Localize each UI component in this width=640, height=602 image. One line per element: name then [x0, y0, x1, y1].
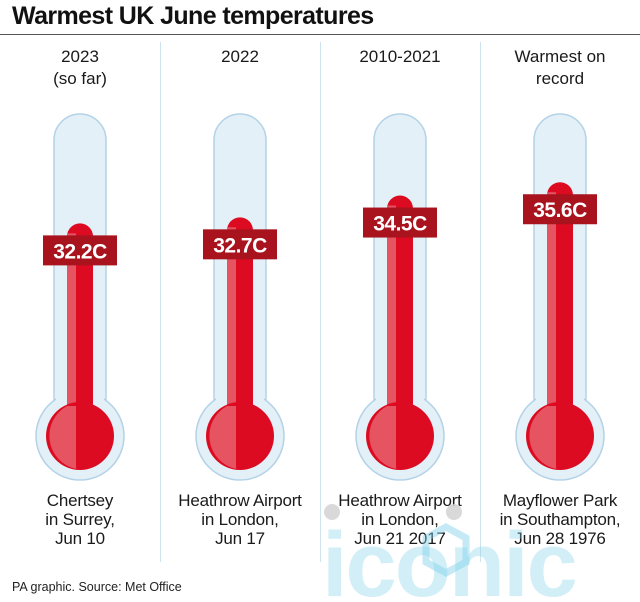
thermometer: 32.7C — [195, 113, 285, 481]
mercury-bulb-highlight — [529, 406, 556, 469]
page-title: Warmest UK June temperatures — [12, 2, 374, 30]
watermark: iconic — [322, 504, 578, 602]
watermark-dot — [446, 504, 462, 520]
value-label: 35.6C — [533, 199, 587, 222]
value-label-bg — [203, 229, 277, 260]
thermometer: 35.6C — [515, 113, 605, 481]
watermark-dot — [324, 504, 340, 520]
mercury-highlight — [67, 233, 76, 436]
location-label: Mayflower Park in Southampton, Jun 28 19… — [499, 491, 621, 548]
source-note: PA graphic. Source: Met Office — [12, 580, 182, 594]
mercury-highlight — [227, 227, 236, 436]
thermometer-column: 2022 32.7C Heathrow Airport in London, J… — [160, 36, 320, 566]
location-label: Chertsey in Surrey, Jun 10 — [45, 491, 115, 548]
thermometer: 32.2C — [35, 113, 125, 481]
thermometer-column: 2023 (so far) 32.2C Chertsey in Surrey, … — [0, 36, 160, 566]
location-label: Heathrow Airport in London, Jun 17 — [178, 491, 302, 548]
mercury-bulb-highlight — [49, 406, 76, 469]
mercury-highlight — [547, 192, 556, 436]
watermark-text: iconic — [322, 514, 576, 602]
column-divider — [480, 42, 481, 562]
category-label: Warmest on record — [514, 47, 606, 88]
mercury-bulb-highlight — [369, 406, 396, 469]
value-label-bg — [43, 235, 117, 266]
mercury-bulb-highlight — [209, 406, 236, 469]
value-label-bg — [363, 207, 437, 238]
thermometer: 34.5C — [355, 113, 445, 481]
title-rule — [0, 34, 640, 35]
value-label-bg — [523, 194, 597, 225]
location-label: Heathrow Airport in London, Jun 21 2017 — [338, 491, 462, 548]
hexagon-logo-icon — [422, 523, 470, 577]
mercury-highlight — [387, 205, 396, 436]
thermometer-column: Warmest on record 35.6C Mayflower Park i… — [480, 36, 640, 566]
category-label: 2023 (so far) — [53, 47, 107, 88]
column-divider — [160, 42, 161, 562]
column-divider — [320, 42, 321, 562]
category-label: 2010-2021 — [359, 47, 441, 66]
category-label: 2022 — [221, 47, 259, 66]
value-label: 34.5C — [373, 213, 427, 236]
thermometer-column: 2010-2021 34.5C Heathrow Airport in Lond… — [320, 36, 480, 566]
value-label: 32.7C — [213, 234, 267, 257]
value-label: 32.2C — [53, 240, 107, 263]
